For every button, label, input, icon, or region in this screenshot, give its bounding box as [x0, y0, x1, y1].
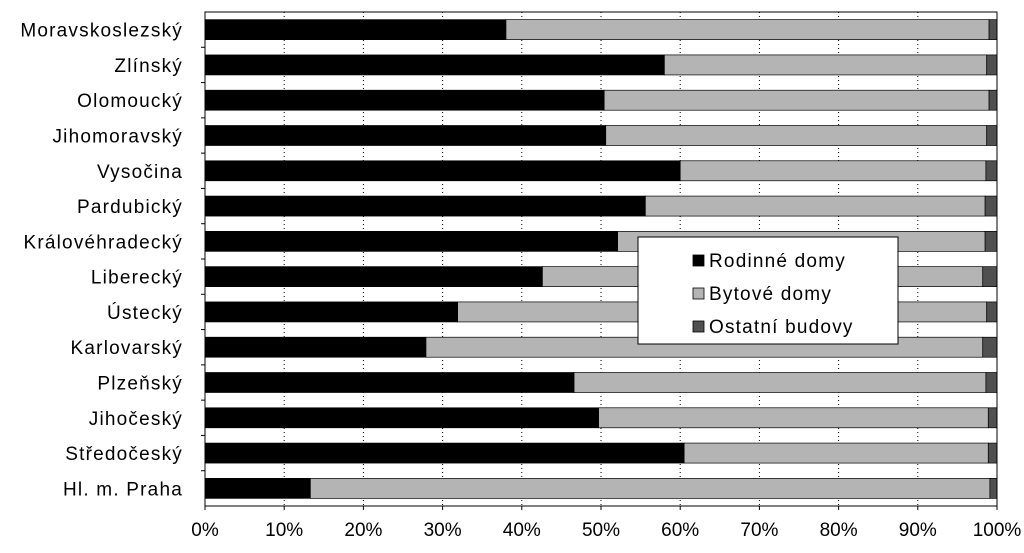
x-tick-label: 90% [899, 520, 937, 541]
bar-segment-ostatni-budovy [989, 478, 998, 499]
bar-segment-bytove-domy [603, 89, 990, 111]
bar-segment-ostatni-budovy [988, 19, 998, 40]
category-label: Plzeňský [97, 374, 183, 395]
bar-segment-bytove-domy [605, 125, 988, 146]
bar-segment-ostatni-budovy [986, 301, 998, 323]
bar-segment-ostatni-budovy [982, 336, 998, 358]
legend-swatch [692, 320, 705, 333]
bar-segment-bytove-domy [309, 478, 991, 499]
bar-segment-ostatni-budovy [984, 231, 998, 252]
category-label: Pardubický [77, 197, 183, 218]
bar-segment-ostatni-budovy [985, 372, 998, 393]
bar-segment-bytove-domy [598, 407, 989, 429]
bar-segment-ostatni-budovy [986, 54, 998, 76]
bar-segment-rodinne-domy [204, 442, 685, 464]
bar-segment-bytove-domy [683, 442, 989, 464]
category-label: Olomoucký [77, 91, 183, 112]
bar-segment-bytove-domy [573, 372, 987, 393]
plot-frame [204, 11, 998, 507]
category-label: Středočeský [65, 444, 183, 465]
x-tick-label: 30% [424, 520, 462, 541]
legend-label: Bytové domy [709, 284, 832, 305]
bar-segment-ostatni-budovy [988, 89, 998, 111]
category-label: Hl. m. Praha [63, 479, 183, 500]
bar-segment-bytove-domy [645, 195, 986, 217]
category-label: Vysočina [97, 162, 183, 183]
x-tick-label: 50% [582, 520, 620, 541]
bar-segment-rodinne-domy [204, 54, 665, 76]
bar-segment-rodinne-domy [204, 478, 311, 499]
legend-item-rodinne-domy: Rodinné domy [692, 251, 846, 272]
bar-segment-rodinne-domy [204, 125, 607, 146]
bar-segment-rodinne-domy [204, 266, 543, 287]
legend-item-bytove-domy: Bytové domy [692, 284, 832, 305]
legend-swatch [692, 254, 705, 267]
legend-label: Rodinné domy [709, 251, 846, 272]
x-tick-label: 70% [740, 520, 778, 541]
x-tick-label: 20% [344, 520, 382, 541]
bar-segment-rodinne-domy [204, 231, 618, 252]
category-label: Královéhradecký [23, 232, 183, 253]
category-label: Jihočeský [89, 409, 183, 430]
x-tick-label: 40% [503, 520, 541, 541]
bar-segment-bytove-domy [505, 19, 990, 40]
bar-segment-rodinne-domy [204, 160, 681, 182]
category-label: Jihomoravský [52, 127, 183, 148]
bar-segment-rodinne-domy [204, 89, 605, 111]
bar-segment-rodinne-domy [204, 195, 646, 217]
bar-segment-rodinne-domy [204, 19, 507, 40]
bar-segment-ostatni-budovy [984, 195, 998, 217]
bar-segment-rodinne-domy [204, 372, 575, 393]
category-label: Liberecký [91, 268, 183, 289]
category-label: Ústecký [107, 302, 183, 324]
x-tick-label: 0% [191, 520, 219, 541]
x-tick-label: 10% [265, 520, 303, 541]
legend-item-ostatni-budovy: Ostatní budovy [692, 317, 854, 338]
category-label: Karlovarský [71, 338, 183, 359]
x-tick-label: 100% [973, 520, 1022, 541]
bar-segment-rodinne-domy [204, 336, 427, 358]
x-tick-label: 60% [661, 520, 699, 541]
legend: Rodinné domy Bytové domy Ostatní budovy [637, 236, 899, 345]
bar-segment-ostatni-budovy [986, 125, 998, 146]
category-label: Zlínský [114, 56, 183, 77]
category-label: Moravskoslezský [20, 21, 183, 42]
bar-segment-ostatni-budovy [987, 442, 998, 464]
bar-segment-ostatni-budovy [982, 266, 998, 287]
bar-segment-rodinne-domy [204, 407, 599, 429]
x-tick-label: 80% [820, 520, 858, 541]
legend-box [637, 236, 899, 345]
bar-segment-ostatni-budovy [985, 160, 998, 182]
bar-segment-rodinne-domy [204, 301, 458, 323]
bar-segment-bytove-domy [664, 54, 988, 76]
legend-swatch [692, 287, 705, 300]
bar-segment-ostatni-budovy [987, 407, 998, 429]
bar-segment-bytove-domy [679, 160, 987, 182]
legend-label: Ostatní budovy [709, 317, 854, 338]
